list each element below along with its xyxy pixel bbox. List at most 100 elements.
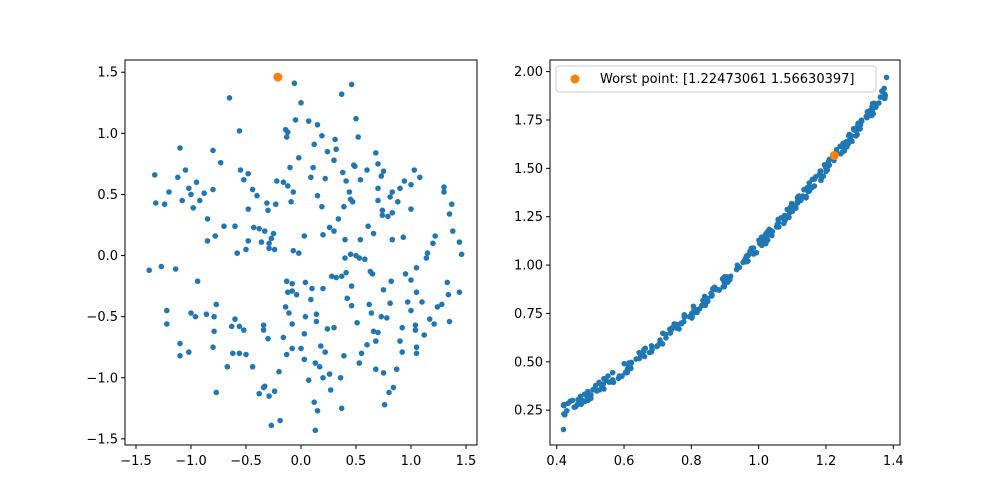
data-point (710, 285, 716, 292)
data-point (322, 349, 329, 355)
data-point (806, 188, 812, 194)
data-point (606, 379, 612, 385)
data-point (179, 197, 185, 204)
data-point (412, 322, 419, 329)
data-point (333, 146, 340, 153)
data-point (850, 125, 857, 132)
data-point (245, 170, 251, 177)
x-tick-label: −0.5 (230, 454, 262, 469)
data-point (164, 321, 170, 327)
data-point (385, 213, 391, 220)
data-point (408, 307, 414, 314)
data-point (266, 240, 272, 247)
data-point (177, 352, 183, 359)
legend-label: Worst point: [1.22473061 1.56630397] (600, 72, 854, 87)
data-point (561, 411, 567, 417)
data-point (775, 219, 782, 226)
data-point (326, 224, 333, 231)
data-point (362, 256, 368, 263)
data-point (768, 230, 774, 236)
data-point (320, 231, 326, 238)
data-point (423, 255, 430, 261)
data-point (825, 159, 832, 165)
data-point (817, 168, 824, 174)
data-point (243, 351, 249, 358)
data-point (285, 183, 291, 189)
data-point (381, 401, 388, 408)
data-point (812, 174, 819, 180)
data-point (302, 313, 309, 320)
data-point (584, 393, 590, 400)
worst-point-marker (829, 151, 839, 161)
data-point (689, 313, 695, 320)
data-point (338, 405, 345, 412)
data-point (364, 167, 370, 173)
x-tick-label: −1.5 (120, 454, 152, 469)
data-point (320, 374, 326, 381)
data-point (305, 118, 312, 124)
data-point (318, 343, 324, 349)
data-point (659, 341, 666, 347)
data-point (778, 215, 784, 221)
data-point (266, 393, 272, 399)
data-point (780, 220, 787, 227)
data-point (605, 373, 611, 379)
data-point (338, 91, 345, 98)
data-point (287, 164, 293, 171)
data-point (734, 262, 741, 269)
data-point (289, 345, 296, 352)
data-point (367, 268, 374, 275)
data-point (265, 335, 271, 342)
data-point (236, 323, 243, 330)
data-point (327, 387, 334, 393)
data-point (249, 186, 256, 193)
data-point (161, 201, 168, 208)
data-point (290, 189, 297, 195)
data-point (319, 132, 325, 139)
data-point (456, 239, 463, 245)
data-point (883, 74, 890, 81)
data-point (192, 313, 199, 320)
data-point (310, 164, 316, 171)
right-data-points (560, 74, 890, 433)
data-point (316, 363, 323, 370)
data-point (397, 338, 403, 344)
data-point (293, 291, 300, 298)
data-point (348, 81, 355, 88)
data-point (419, 299, 425, 305)
data-point (346, 189, 353, 195)
data-point (283, 278, 290, 285)
data-point (709, 291, 715, 298)
y-tick-label: −0.5 (86, 310, 118, 325)
data-point (389, 209, 396, 216)
y-tick-label: 0.5 (97, 188, 118, 203)
data-point (292, 117, 299, 123)
data-point (426, 316, 433, 322)
data-point (236, 128, 243, 134)
data-point (400, 234, 407, 241)
data-point (413, 289, 420, 296)
data-point (877, 94, 884, 100)
data-point (153, 200, 159, 206)
data-point (280, 334, 287, 341)
data-point (236, 350, 243, 357)
data-point (370, 328, 377, 335)
data-point (432, 233, 439, 239)
data-point (352, 163, 358, 170)
data-point (386, 389, 392, 396)
data-point (431, 321, 437, 327)
data-point (186, 185, 192, 192)
data-point (261, 228, 268, 234)
data-point (241, 327, 247, 333)
data-point (648, 349, 655, 355)
data-point (291, 80, 298, 87)
data-point (285, 129, 291, 135)
data-point (379, 207, 386, 214)
data-point (868, 112, 875, 119)
data-point (619, 373, 625, 379)
data-point (280, 179, 287, 186)
data-point (375, 197, 381, 204)
data-point (353, 115, 359, 122)
data-point (446, 318, 453, 325)
